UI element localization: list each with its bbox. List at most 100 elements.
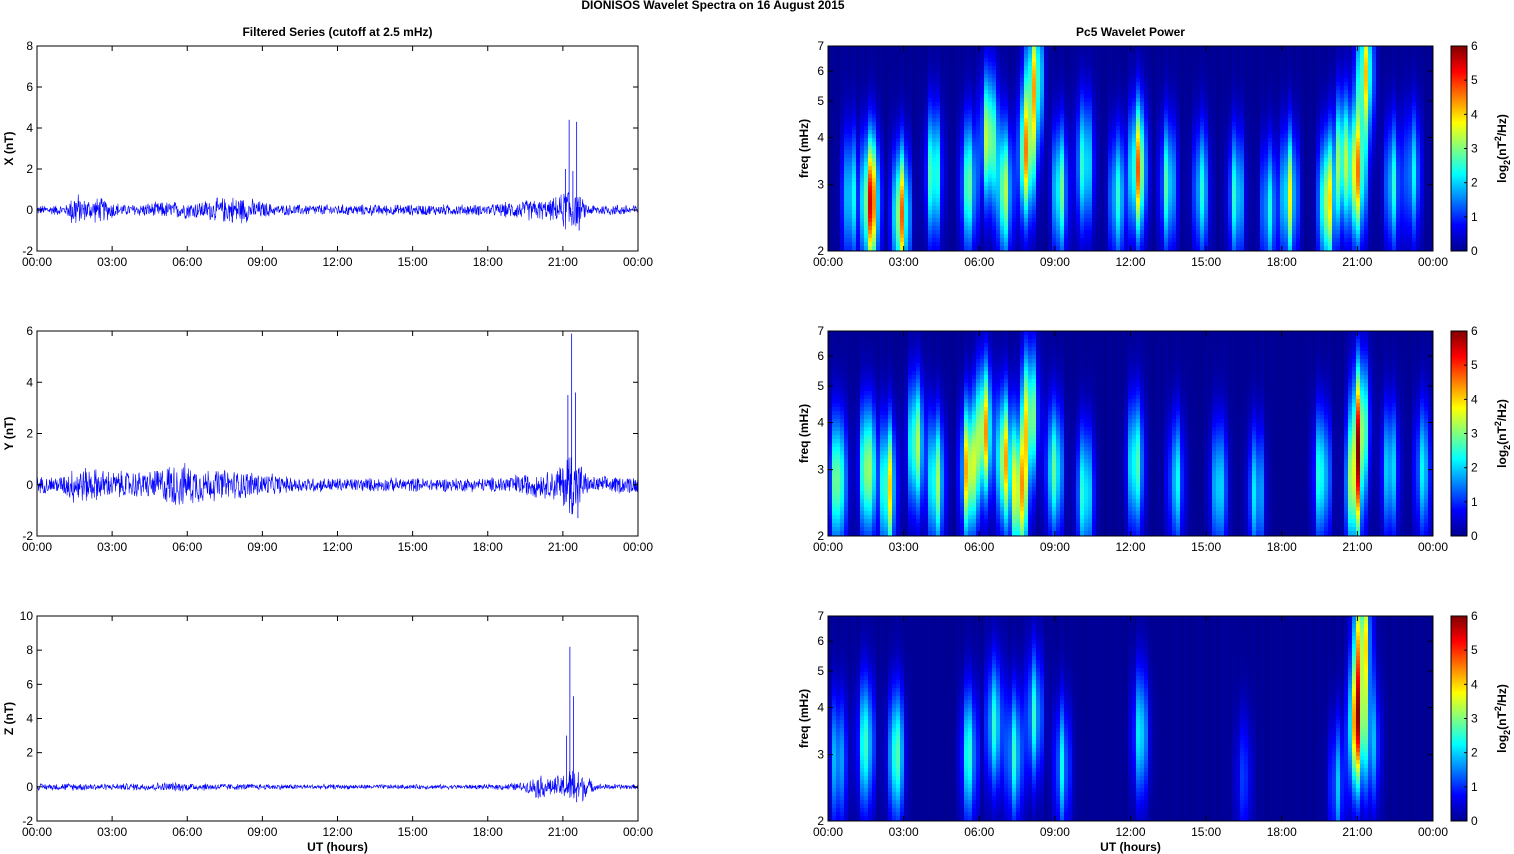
- heatmap-cell: [880, 50, 884, 54]
- heatmap-cell: [1224, 66, 1228, 70]
- heatmap-cell: [908, 134, 912, 138]
- heatmap-cell: [1028, 78, 1032, 82]
- heatmap-cell: [1104, 54, 1108, 58]
- heatmap-cell: [1028, 166, 1032, 170]
- heatmap-cell: [1116, 66, 1120, 70]
- heatmap-cell: [1324, 78, 1328, 82]
- heatmap-cell: [892, 70, 896, 74]
- heatmap-cell: [1312, 62, 1316, 66]
- heatmap-cell: [960, 54, 964, 58]
- heatmap-cell: [1392, 106, 1396, 110]
- heatmap-cell: [988, 74, 992, 78]
- heatmap-cell: [1324, 62, 1328, 66]
- heatmap-cell: [876, 90, 880, 94]
- heatmap-cell: [900, 170, 904, 174]
- heatmap-cell: [968, 74, 972, 78]
- heatmap-cell: [1060, 126, 1064, 130]
- heatmap-cell: [1084, 98, 1088, 102]
- heatmap-cell: [1392, 90, 1396, 94]
- heatmap-cell: [1056, 98, 1060, 102]
- heatmap-cell: [1076, 122, 1080, 126]
- heatmap-cell: [1420, 106, 1424, 110]
- heatmap-cell: [908, 82, 912, 86]
- heatmap-cell: [1248, 98, 1252, 102]
- heatmap-cell: [1268, 86, 1272, 90]
- heatmap-cell: [1328, 82, 1332, 86]
- heatmap-cell: [1200, 170, 1204, 174]
- heatmap-cell: [908, 46, 912, 50]
- heatmap-cell: [1056, 66, 1060, 70]
- heatmap-cell: [1424, 110, 1428, 114]
- heatmap-cell: [1112, 106, 1116, 110]
- heatmap-cell: [1168, 46, 1172, 50]
- heatmap-cell: [892, 150, 896, 154]
- heatmap-cell: [904, 158, 908, 162]
- heatmap-cell: [1340, 130, 1344, 134]
- heatmap-cell: [1412, 146, 1416, 150]
- heatmap-cell: [996, 70, 1000, 74]
- heatmap-cell: [1312, 50, 1316, 54]
- heatmap-cell: [928, 82, 932, 86]
- heatmap-cell: [1040, 86, 1044, 90]
- heatmap-cell: [1312, 74, 1316, 78]
- heatmap-cell: [1240, 86, 1244, 90]
- heatmap-cell: [1308, 154, 1312, 158]
- heatmap-cell: [1140, 150, 1144, 154]
- heatmap-cell: [896, 130, 900, 134]
- heatmap-cell: [1020, 126, 1024, 130]
- heatmap-cell: [1136, 118, 1140, 122]
- heatmap-cell: [1072, 102, 1076, 106]
- heatmap-cell: [1196, 82, 1200, 86]
- heatmap-cell: [1068, 94, 1072, 98]
- heatmap-cell: [1360, 158, 1364, 162]
- heatmap-cell: [932, 54, 936, 58]
- heatmap-cell: [1268, 170, 1272, 174]
- heatmap-cell: [1300, 110, 1304, 114]
- heatmap-cell: [1080, 122, 1084, 126]
- heatmap-cell: [1352, 138, 1356, 142]
- heatmap-cell: [1320, 94, 1324, 98]
- heatmap-cell: [1008, 46, 1012, 50]
- heatmap-cell: [1340, 78, 1344, 82]
- heatmap-cell: [904, 118, 908, 122]
- heatmap-cell: [1400, 142, 1404, 146]
- heatmap-cell: [1176, 58, 1180, 62]
- heatmap-cell: [1052, 170, 1056, 174]
- heatmap-cell: [960, 150, 964, 154]
- heatmap-cell: [1128, 70, 1132, 74]
- heatmap-cell: [836, 154, 840, 158]
- heatmap-cell: [1184, 94, 1188, 98]
- heatmap-cell: [1264, 98, 1268, 102]
- heatmap-cell: [1224, 62, 1228, 66]
- heatmap-cell: [1040, 50, 1044, 54]
- heatmap-cell: [844, 134, 848, 138]
- heatmap-cell: [1008, 118, 1012, 122]
- heatmap-cell: [1036, 90, 1040, 94]
- heatmap-cell: [1272, 118, 1276, 122]
- heatmap-cell: [1276, 62, 1280, 66]
- heatmap-cell: [1048, 118, 1052, 122]
- heatmap-cell: [1348, 122, 1352, 126]
- heatmap-cell: [1364, 166, 1368, 170]
- heatmap-cell: [1004, 102, 1008, 106]
- heatmap-cell: [1216, 50, 1220, 54]
- heatmap-cell: [1020, 82, 1024, 86]
- heatmap-cell: [1216, 150, 1220, 154]
- heatmap-cell: [1104, 86, 1108, 90]
- heatmap-cell: [948, 66, 952, 70]
- heatmap-cell: [1128, 138, 1132, 142]
- heatmap-cell: [1244, 138, 1248, 142]
- heatmap-cell: [1324, 142, 1328, 146]
- heatmap-cell: [1004, 146, 1008, 150]
- heatmap-cell: [1268, 110, 1272, 114]
- heatmap-cell: [1304, 162, 1308, 166]
- heatmap-cell: [988, 78, 992, 82]
- heatmap-cell: [1284, 114, 1288, 118]
- heatmap-cell: [1052, 118, 1056, 122]
- heatmap-cell: [1100, 70, 1104, 74]
- heatmap-cell: [1416, 50, 1420, 54]
- heatmap-cell: [992, 166, 996, 170]
- heatmap-cell: [1096, 126, 1100, 130]
- heatmap-cell: [1356, 74, 1360, 78]
- heatmap-cell: [1328, 74, 1332, 78]
